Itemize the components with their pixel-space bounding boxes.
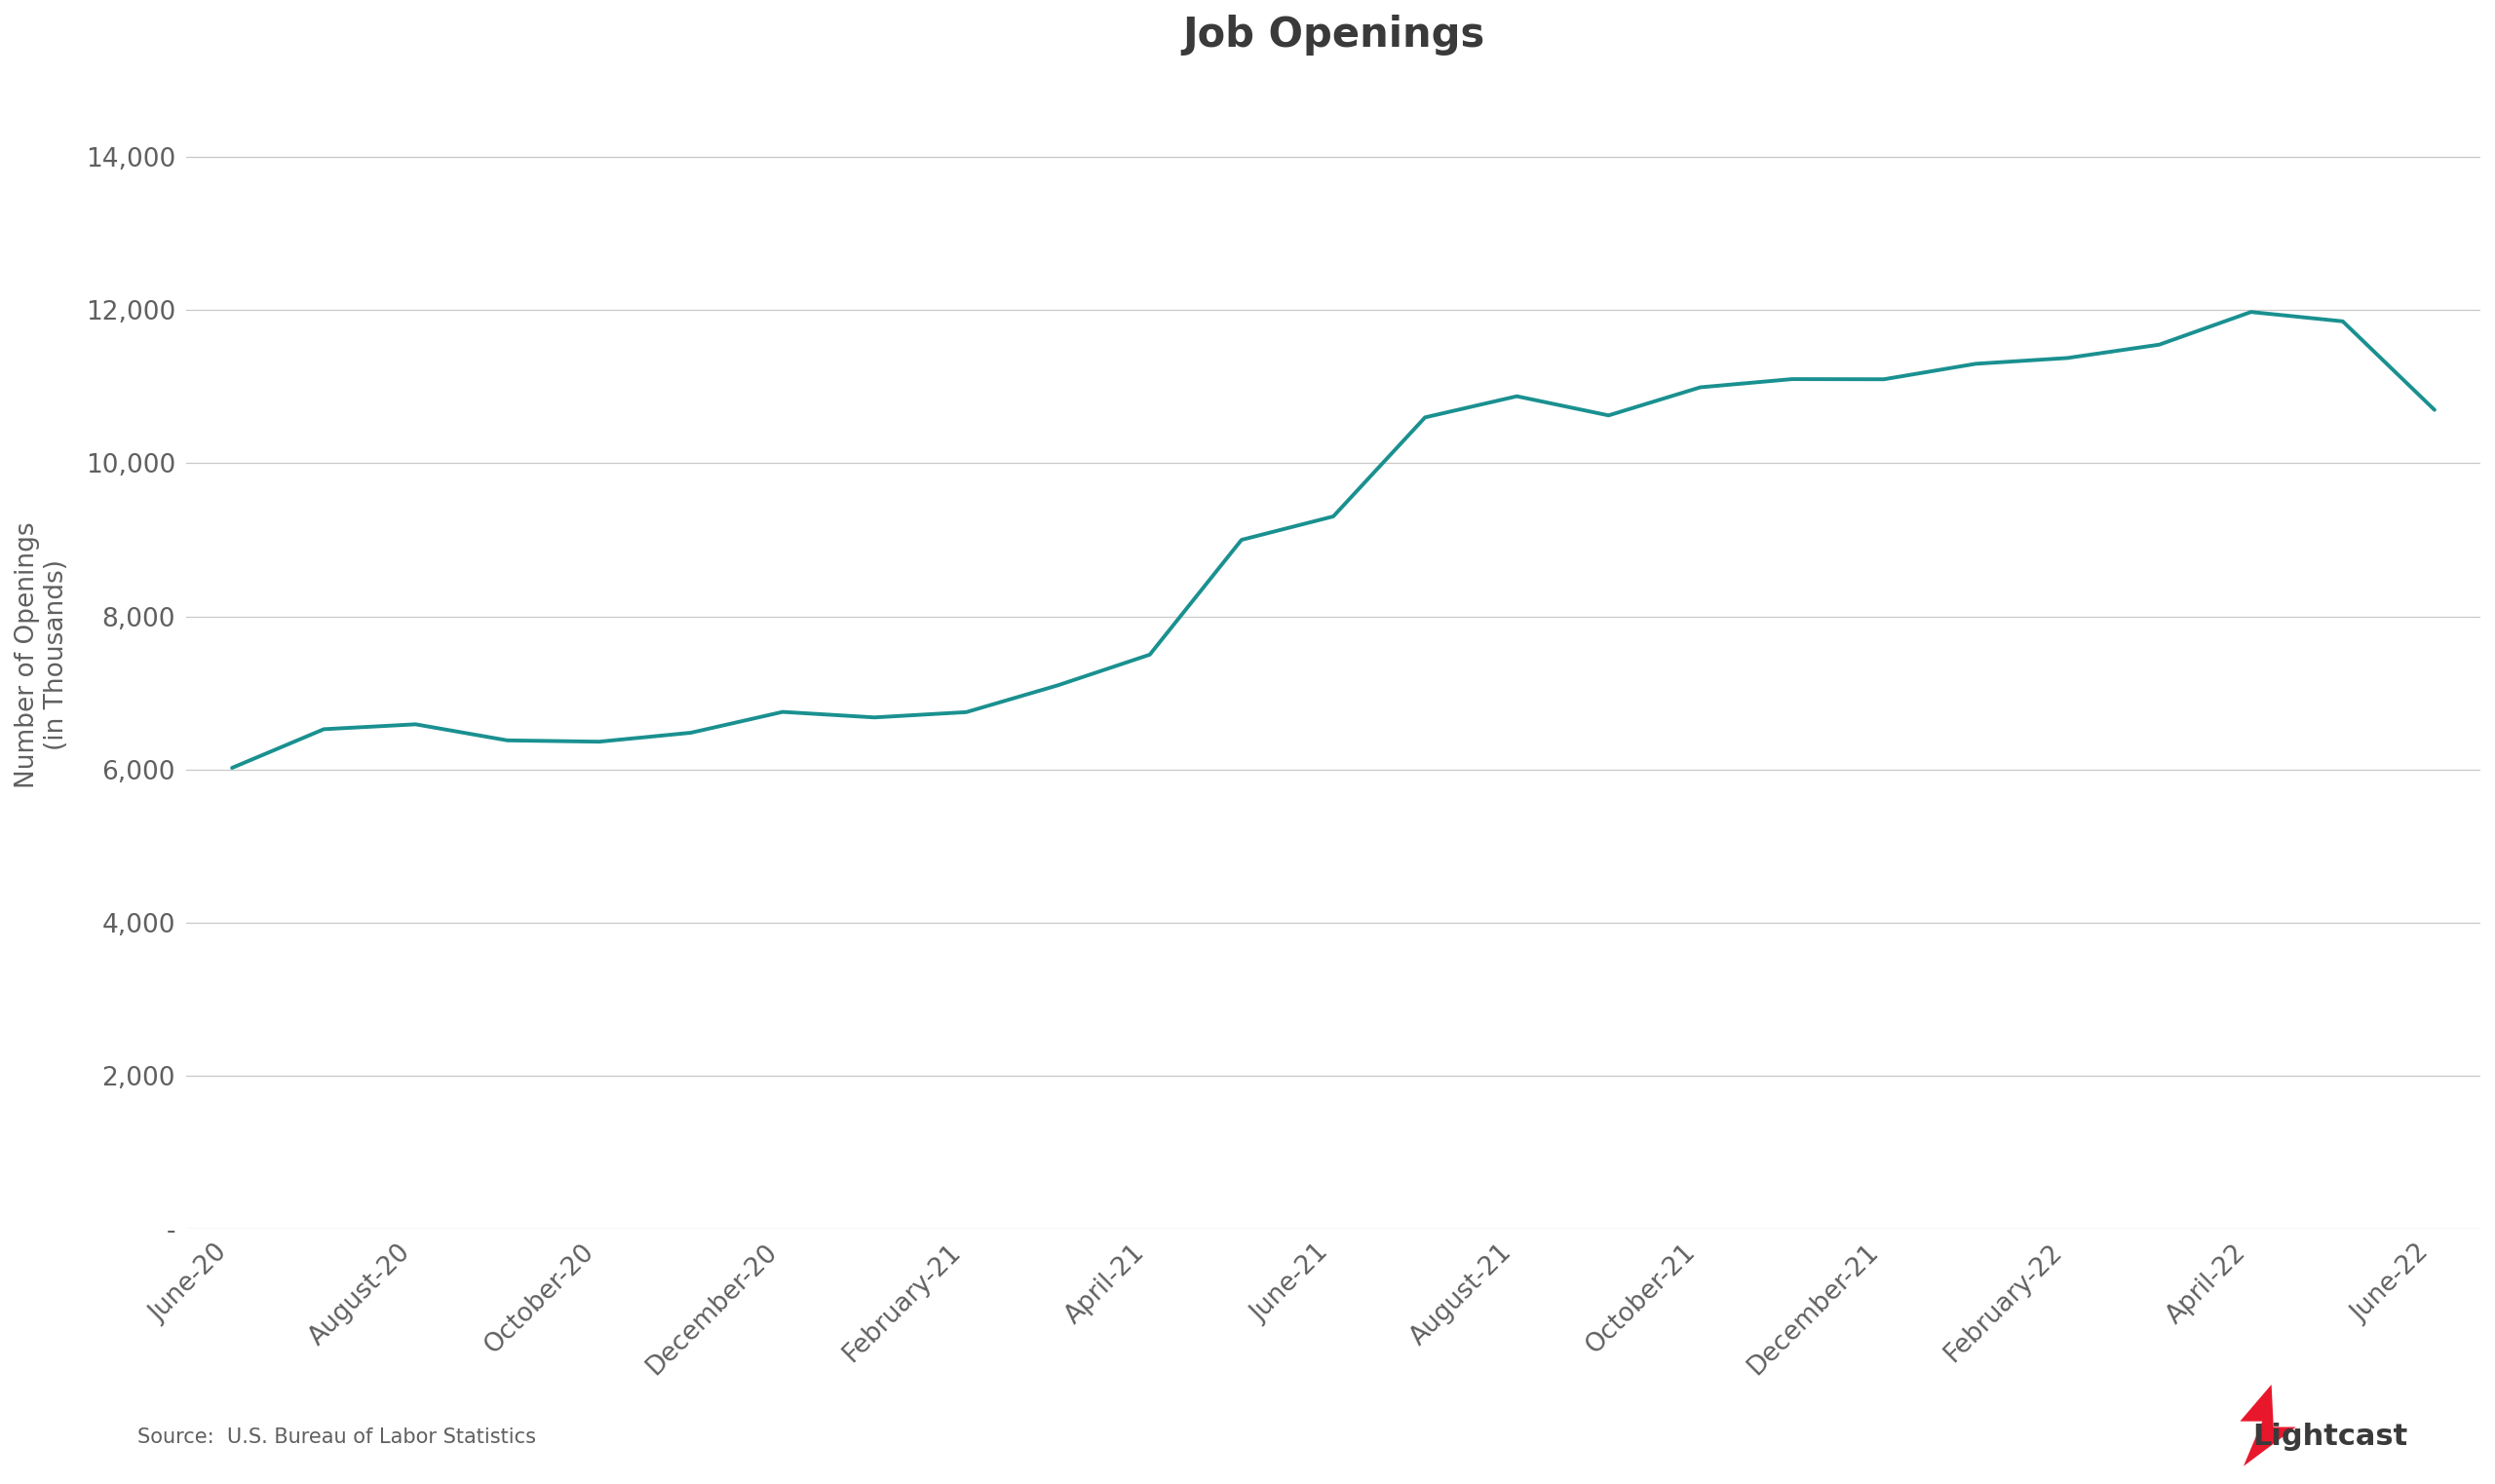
Y-axis label: Number of Openings
(in Thousands): Number of Openings (in Thousands): [15, 521, 70, 788]
Title: Job Openings: Job Openings: [1183, 15, 1485, 55]
Text: Source:  U.S. Bureau of Labor Statistics: Source: U.S. Bureau of Labor Statistics: [137, 1428, 536, 1447]
Polygon shape: [2241, 1385, 2295, 1466]
Text: Lightcast: Lightcast: [2253, 1423, 2408, 1451]
